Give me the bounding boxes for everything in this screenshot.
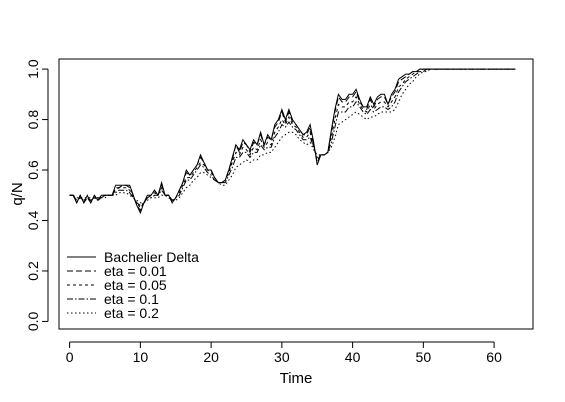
series-layer [69,68,516,215]
plot-frame [58,58,534,330]
legend-label-3: eta = 0.1 [104,291,159,307]
series-line-3 [69,68,516,207]
series-line-1 [69,68,516,212]
y-tick-label: 0.6 [25,160,41,180]
legend-label-1: eta = 0.01 [104,263,167,279]
x-tick-label: 10 [133,349,149,365]
legend-label-0: Bachelier Delta [104,249,199,265]
x-tick-label: 60 [486,349,502,365]
x-axis-label: Time [280,370,313,387]
series-line-2 [69,68,516,209]
series-line-0 [69,68,516,215]
series-line-4 [69,68,516,204]
x-tick-label: 30 [274,349,290,365]
y-tick-label: 0.0 [25,311,41,331]
x-tick-label: 50 [416,349,432,365]
y-tick-label: 1.0 [25,59,41,79]
legend-label-4: eta = 0.2 [104,305,159,321]
y-axis: 0.0 0.2 0.4 0.6 0.8 1.0 [25,59,49,331]
x-tick-label: 0 [66,349,74,365]
y-axis-label: q/N [9,182,26,205]
y-tick-label: 0.2 [25,261,41,281]
legend-label-2: eta = 0.05 [104,277,167,293]
y-tick-label: 0.8 [25,110,41,130]
x-tick-label: 40 [345,349,361,365]
x-axis: 0 10 20 30 40 50 60 [66,341,502,365]
x-tick-label: 20 [203,349,219,365]
y-tick-label: 0.4 [25,211,41,231]
